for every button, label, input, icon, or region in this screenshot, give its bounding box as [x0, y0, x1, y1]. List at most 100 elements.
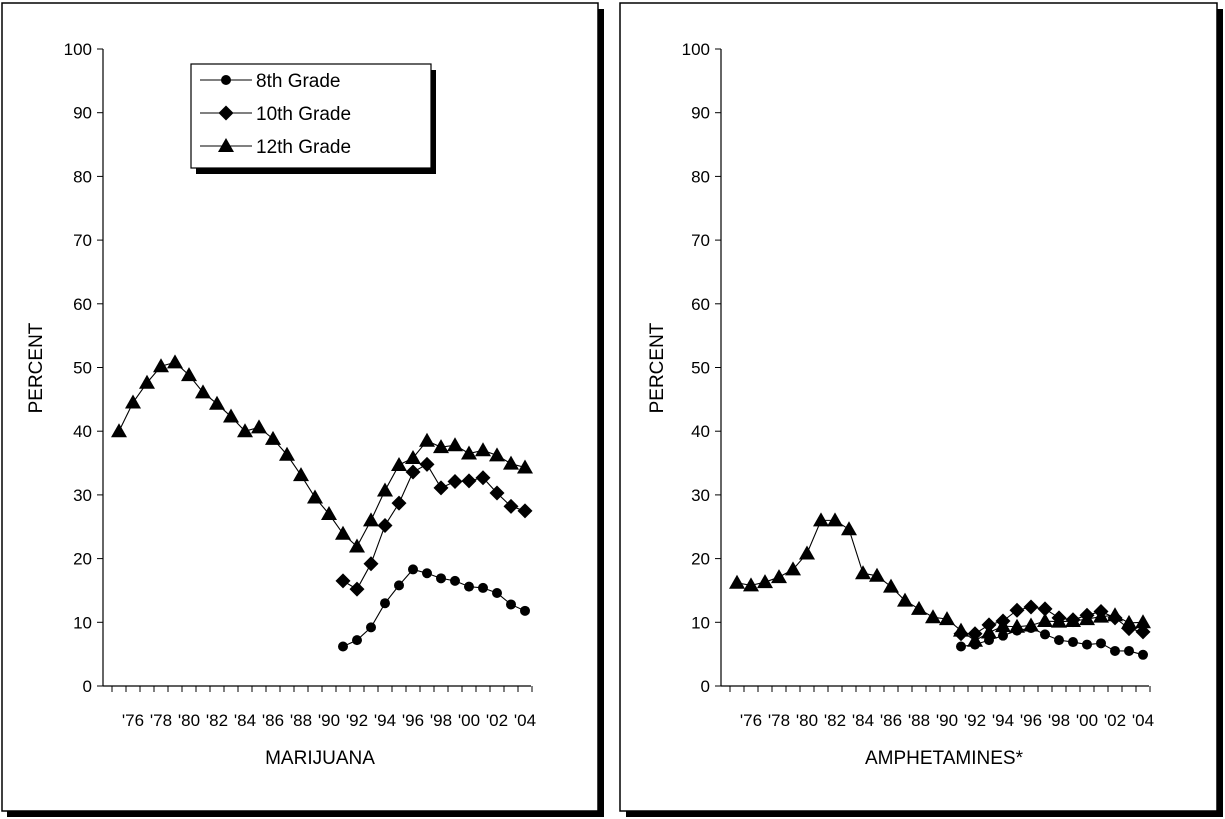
amphetamines-chart: 0 10 20 30 40 50 60 70 80 90 100 '76 '78 '80 '82 '84 '86…	[682, 40, 1154, 730]
data-point-12th-grade	[181, 367, 197, 382]
x-tick-label: '04	[514, 711, 536, 730]
data-point-10th-grade	[433, 480, 449, 496]
y-tick-label: 90	[691, 104, 710, 123]
data-point-12th-grade	[237, 423, 253, 438]
x-tick-label: '94	[992, 711, 1014, 730]
x-tick-label: '04	[1132, 711, 1154, 730]
x-tick-label: '80	[178, 711, 200, 730]
x-tick-label: '88	[908, 711, 930, 730]
y-tick-label: 70	[691, 231, 710, 250]
data-point-12th-grade	[125, 394, 141, 409]
x-tick-label: '96	[1020, 711, 1042, 730]
data-point-10th-grade	[391, 495, 407, 511]
data-point-8th-grade	[422, 568, 432, 579]
x-tick-label: '96	[402, 711, 424, 730]
data-point-10th-grade	[461, 473, 477, 489]
x-tick-label: '00	[458, 711, 480, 730]
data-point-12th-grade	[1079, 611, 1095, 626]
x-tick-label: '02	[1104, 711, 1126, 730]
data-point-8th-grade	[520, 605, 530, 616]
data-point-12th-grade	[855, 565, 871, 580]
y-tick-label: 10	[73, 613, 92, 632]
data-point-12th-grade	[363, 512, 379, 527]
data-point-12th-grade	[251, 419, 267, 434]
amphetamines-panel-frame	[619, 2, 1218, 812]
data-point-12th-grade	[813, 512, 829, 527]
y-tick-label: 100	[64, 40, 92, 59]
data-point-8th-grade	[408, 564, 418, 575]
data-point-10th-grade	[335, 573, 351, 589]
amphetamines-panel: 0 10 20 30 40 50 60 70 80 90 100 '76 '78 '80 '82 '84 '86…	[619, 2, 1223, 817]
data-point-12th-grade	[757, 574, 773, 589]
data-point-12th-grade	[939, 611, 955, 626]
data-point-12th-grade	[265, 430, 281, 445]
data-point-8th-grade	[1124, 645, 1134, 656]
data-point-12th-grade	[447, 437, 463, 452]
data-point-12th-grade	[869, 567, 885, 582]
data-point-12th-grade	[335, 525, 351, 540]
data-point-12th-grade	[377, 482, 393, 497]
data-point-12th-grade	[475, 442, 491, 457]
marijuana-x-axis-label: MARIJUANA	[265, 748, 375, 769]
data-point-12th-grade	[307, 489, 323, 504]
data-point-12th-grade	[883, 578, 899, 593]
data-point-12th-grade	[981, 624, 997, 639]
data-point-12th-grade	[897, 592, 913, 607]
data-point-10th-grade	[503, 498, 519, 514]
data-point-12th-grade	[1107, 607, 1123, 622]
data-point-12th-grade	[279, 446, 295, 461]
data-point-8th-grade	[464, 581, 474, 592]
data-point-12th-grade	[1135, 614, 1151, 629]
x-tick-label: '02	[486, 711, 508, 730]
data-point-12th-grade	[349, 538, 365, 553]
data-point-12th-grade	[925, 609, 941, 624]
data-point-8th-grade	[492, 587, 502, 598]
data-point-8th-grade	[394, 580, 404, 591]
y-tick-label: 20	[691, 550, 710, 569]
data-point-12th-grade	[405, 449, 421, 464]
y-tick-label: 80	[691, 167, 710, 186]
x-tick-label: '84	[234, 711, 256, 730]
data-point-8th-grade	[450, 575, 460, 586]
data-point-8th-grade	[478, 582, 488, 593]
marijuana-chart: 0 10 20 30 40 50 60 70 80 90 100 '76 '78 '80 '82 '84 '86…	[64, 40, 536, 730]
x-tick-label: '90	[318, 711, 340, 730]
data-point-12th-grade	[489, 447, 505, 462]
data-point-12th-grade	[293, 467, 309, 482]
data-point-8th-grade	[998, 630, 1008, 641]
x-tick-label: '84	[852, 711, 874, 730]
amphetamines-y-axis-label: PERCENT	[647, 322, 668, 413]
data-point-8th-grade	[1068, 637, 1078, 648]
data-point-12th-grade	[1037, 613, 1053, 628]
data-point-8th-grade	[338, 641, 348, 652]
data-point-10th-grade	[475, 470, 491, 486]
y-tick-label: 0	[83, 677, 92, 696]
data-point-12th-grade	[967, 632, 983, 647]
data-point-8th-grade	[1110, 645, 1120, 656]
y-tick-label: 40	[691, 422, 710, 441]
data-point-12th-grade	[167, 354, 183, 369]
marijuana-y-axis-label: PERCENT	[26, 322, 47, 413]
y-tick-label: 90	[73, 104, 92, 123]
data-point-8th-grade	[956, 641, 966, 652]
x-tick-label: '86	[880, 711, 902, 730]
legend-label-8th-grade: 8th Grade	[256, 71, 341, 92]
data-point-10th-grade	[405, 464, 421, 480]
x-tick-label: '92	[346, 711, 368, 730]
data-point-12th-grade	[153, 358, 169, 373]
x-tick-label: '78	[768, 711, 790, 730]
x-tick-label: '90	[936, 711, 958, 730]
data-point-10th-grade	[349, 581, 365, 597]
data-point-12th-grade	[771, 569, 787, 584]
data-point-12th-grade	[461, 445, 477, 460]
data-point-12th-grade	[503, 455, 519, 470]
y-tick-label: 10	[691, 613, 710, 632]
x-tick-label: '88	[290, 711, 312, 730]
data-point-12th-grade	[391, 456, 407, 471]
x-tick-label: '78	[150, 711, 172, 730]
y-tick-label: 50	[691, 359, 710, 378]
data-point-12th-grade	[433, 439, 449, 454]
y-tick-label: 70	[73, 231, 92, 250]
data-point-12th-grade	[195, 384, 211, 399]
x-tick-label: '76	[740, 711, 762, 730]
